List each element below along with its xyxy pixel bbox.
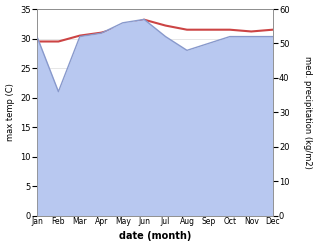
- X-axis label: date (month): date (month): [119, 231, 191, 242]
- Y-axis label: med. precipitation (kg/m2): med. precipitation (kg/m2): [303, 56, 313, 169]
- Y-axis label: max temp (C): max temp (C): [5, 83, 15, 141]
